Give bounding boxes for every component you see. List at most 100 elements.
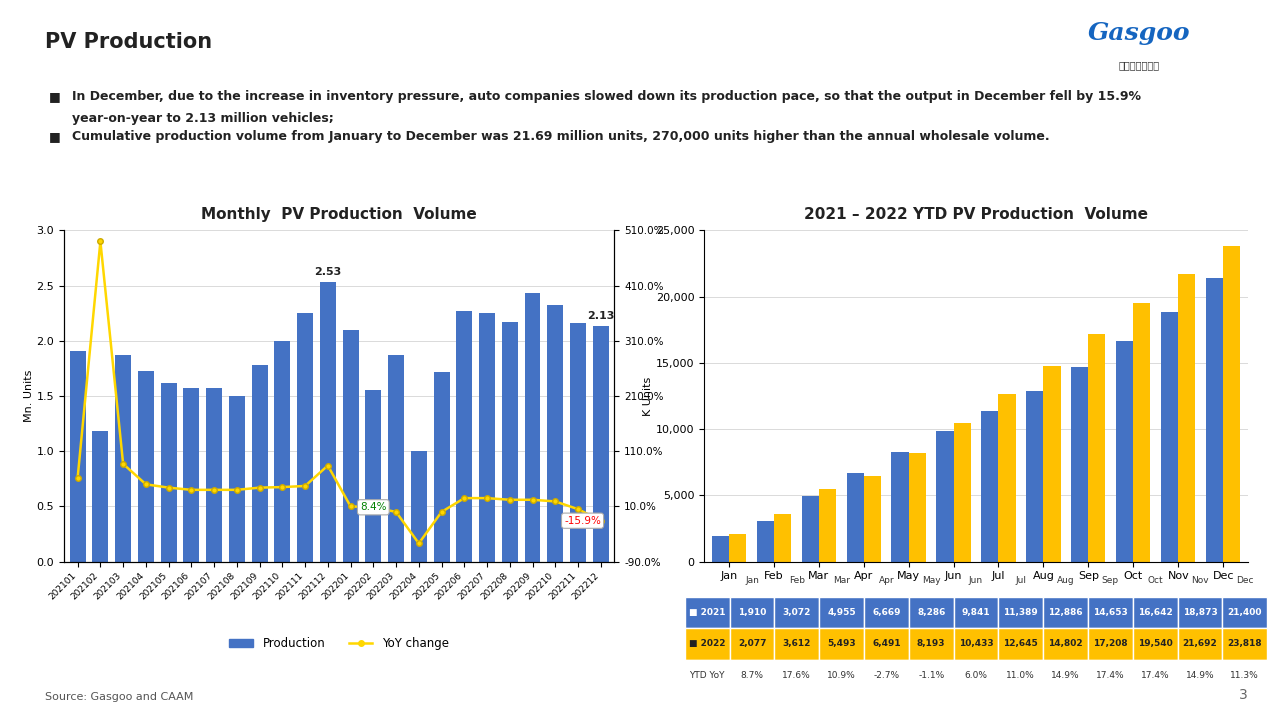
Text: Jun: Jun — [969, 577, 983, 585]
Text: 17.4%: 17.4% — [1140, 671, 1170, 680]
Bar — [1206, 278, 1224, 562]
Bar — [998, 628, 1043, 660]
Bar — [909, 660, 954, 691]
Bar — [937, 431, 954, 562]
Bar — [183, 388, 200, 562]
Bar — [1043, 366, 1061, 562]
Bar — [774, 660, 819, 691]
Bar — [138, 371, 154, 562]
Bar — [756, 521, 773, 562]
Bar — [457, 311, 472, 562]
Bar — [1133, 302, 1151, 562]
Text: 21,692: 21,692 — [1183, 639, 1217, 649]
Text: 8.7%: 8.7% — [741, 671, 763, 680]
Text: 3: 3 — [1239, 688, 1248, 702]
Bar — [206, 388, 221, 562]
Text: 11,389: 11,389 — [1004, 608, 1038, 617]
Text: 21,400: 21,400 — [1228, 608, 1262, 617]
Text: -15.9%: -15.9% — [564, 516, 602, 526]
Text: Apr: Apr — [878, 577, 895, 585]
Bar — [1088, 628, 1133, 660]
Bar — [954, 628, 998, 660]
Text: 17.4%: 17.4% — [1096, 671, 1125, 680]
Text: YTD YoY: YTD YoY — [690, 671, 724, 680]
Text: 8,286: 8,286 — [916, 608, 946, 617]
Text: 1,910: 1,910 — [737, 608, 767, 617]
Text: Gasgoo: Gasgoo — [1088, 21, 1190, 45]
Bar — [819, 628, 864, 660]
Bar — [773, 514, 791, 562]
Bar — [274, 341, 291, 562]
Text: 6.0%: 6.0% — [965, 671, 987, 680]
Text: ■: ■ — [49, 130, 60, 143]
Bar — [1161, 312, 1179, 562]
Text: 6,491: 6,491 — [872, 639, 901, 649]
Text: 11.3%: 11.3% — [1230, 671, 1260, 680]
Bar — [998, 597, 1043, 628]
Bar — [365, 390, 381, 562]
Bar — [954, 597, 998, 628]
Bar — [502, 322, 517, 562]
Text: 12,645: 12,645 — [1004, 639, 1038, 649]
Title: Monthly  PV Production  Volume: Monthly PV Production Volume — [201, 207, 477, 222]
Bar — [1178, 628, 1222, 660]
Text: PV Production: PV Production — [45, 32, 212, 53]
Bar — [685, 628, 730, 660]
Bar — [69, 351, 86, 562]
Bar — [685, 660, 730, 691]
Text: 5,493: 5,493 — [827, 639, 856, 649]
Bar — [115, 355, 131, 562]
Text: 2.13: 2.13 — [588, 311, 614, 321]
Text: Dec: Dec — [1236, 577, 1253, 585]
Bar — [1178, 597, 1222, 628]
Bar — [819, 660, 864, 691]
Bar — [864, 597, 909, 628]
Bar — [685, 597, 730, 628]
Bar — [1133, 628, 1178, 660]
Bar — [525, 293, 540, 562]
Text: 14.9%: 14.9% — [1051, 671, 1080, 680]
Text: Cumulative production volume from January to December was 21.69 million units, 2: Cumulative production volume from Januar… — [72, 130, 1050, 143]
Text: 18,873: 18,873 — [1183, 608, 1217, 617]
Text: 8,193: 8,193 — [916, 639, 946, 649]
Bar — [297, 313, 314, 562]
Text: Jan: Jan — [745, 577, 759, 585]
Text: In December, due to the increase in inventory pressure, auto companies slowed do: In December, due to the increase in inve… — [72, 90, 1140, 103]
Bar — [1133, 597, 1178, 628]
Text: 8.4%: 8.4% — [360, 503, 387, 513]
Bar — [712, 536, 728, 562]
Bar — [1222, 628, 1267, 660]
Bar — [982, 410, 998, 562]
Bar — [1179, 274, 1196, 562]
Bar — [774, 597, 819, 628]
Text: -1.1%: -1.1% — [918, 671, 945, 680]
Y-axis label: Mn. Units: Mn. Units — [24, 370, 33, 422]
Bar — [1043, 628, 1088, 660]
Text: Nov: Nov — [1192, 577, 1208, 585]
Bar — [479, 313, 495, 562]
Bar — [864, 628, 909, 660]
Bar — [954, 423, 970, 562]
Text: 16,642: 16,642 — [1138, 608, 1172, 617]
Bar — [161, 383, 177, 562]
Text: Sep: Sep — [1102, 577, 1119, 585]
Text: -2.7%: -2.7% — [873, 671, 900, 680]
Text: Jul: Jul — [1015, 577, 1027, 585]
Text: 4,955: 4,955 — [827, 608, 856, 617]
Bar — [998, 394, 1015, 562]
Bar — [1088, 333, 1106, 562]
Bar — [909, 453, 925, 562]
Text: 14.9%: 14.9% — [1185, 671, 1215, 680]
Bar — [774, 628, 819, 660]
Bar — [343, 330, 358, 562]
Text: Aug: Aug — [1057, 577, 1074, 585]
Text: 9,841: 9,841 — [961, 608, 991, 617]
Text: 12,886: 12,886 — [1048, 608, 1083, 617]
Bar — [801, 496, 819, 562]
Text: 10,433: 10,433 — [959, 639, 993, 649]
Bar — [1088, 597, 1133, 628]
Bar — [891, 452, 909, 562]
Bar — [548, 305, 563, 562]
Text: Feb: Feb — [788, 577, 805, 585]
Text: ■ 2022: ■ 2022 — [689, 639, 726, 649]
